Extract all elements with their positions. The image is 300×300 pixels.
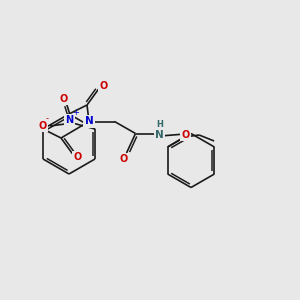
Text: +: +	[72, 108, 79, 117]
Text: O: O	[38, 121, 46, 131]
Text: N: N	[65, 115, 74, 125]
Text: N: N	[155, 130, 164, 140]
Text: O: O	[119, 154, 128, 164]
Text: O: O	[182, 130, 190, 140]
Text: O: O	[74, 152, 82, 163]
Text: N: N	[85, 116, 93, 127]
Text: O: O	[59, 94, 68, 104]
Text: H: H	[156, 120, 163, 129]
Text: -: -	[46, 114, 49, 123]
Text: O: O	[99, 80, 108, 91]
